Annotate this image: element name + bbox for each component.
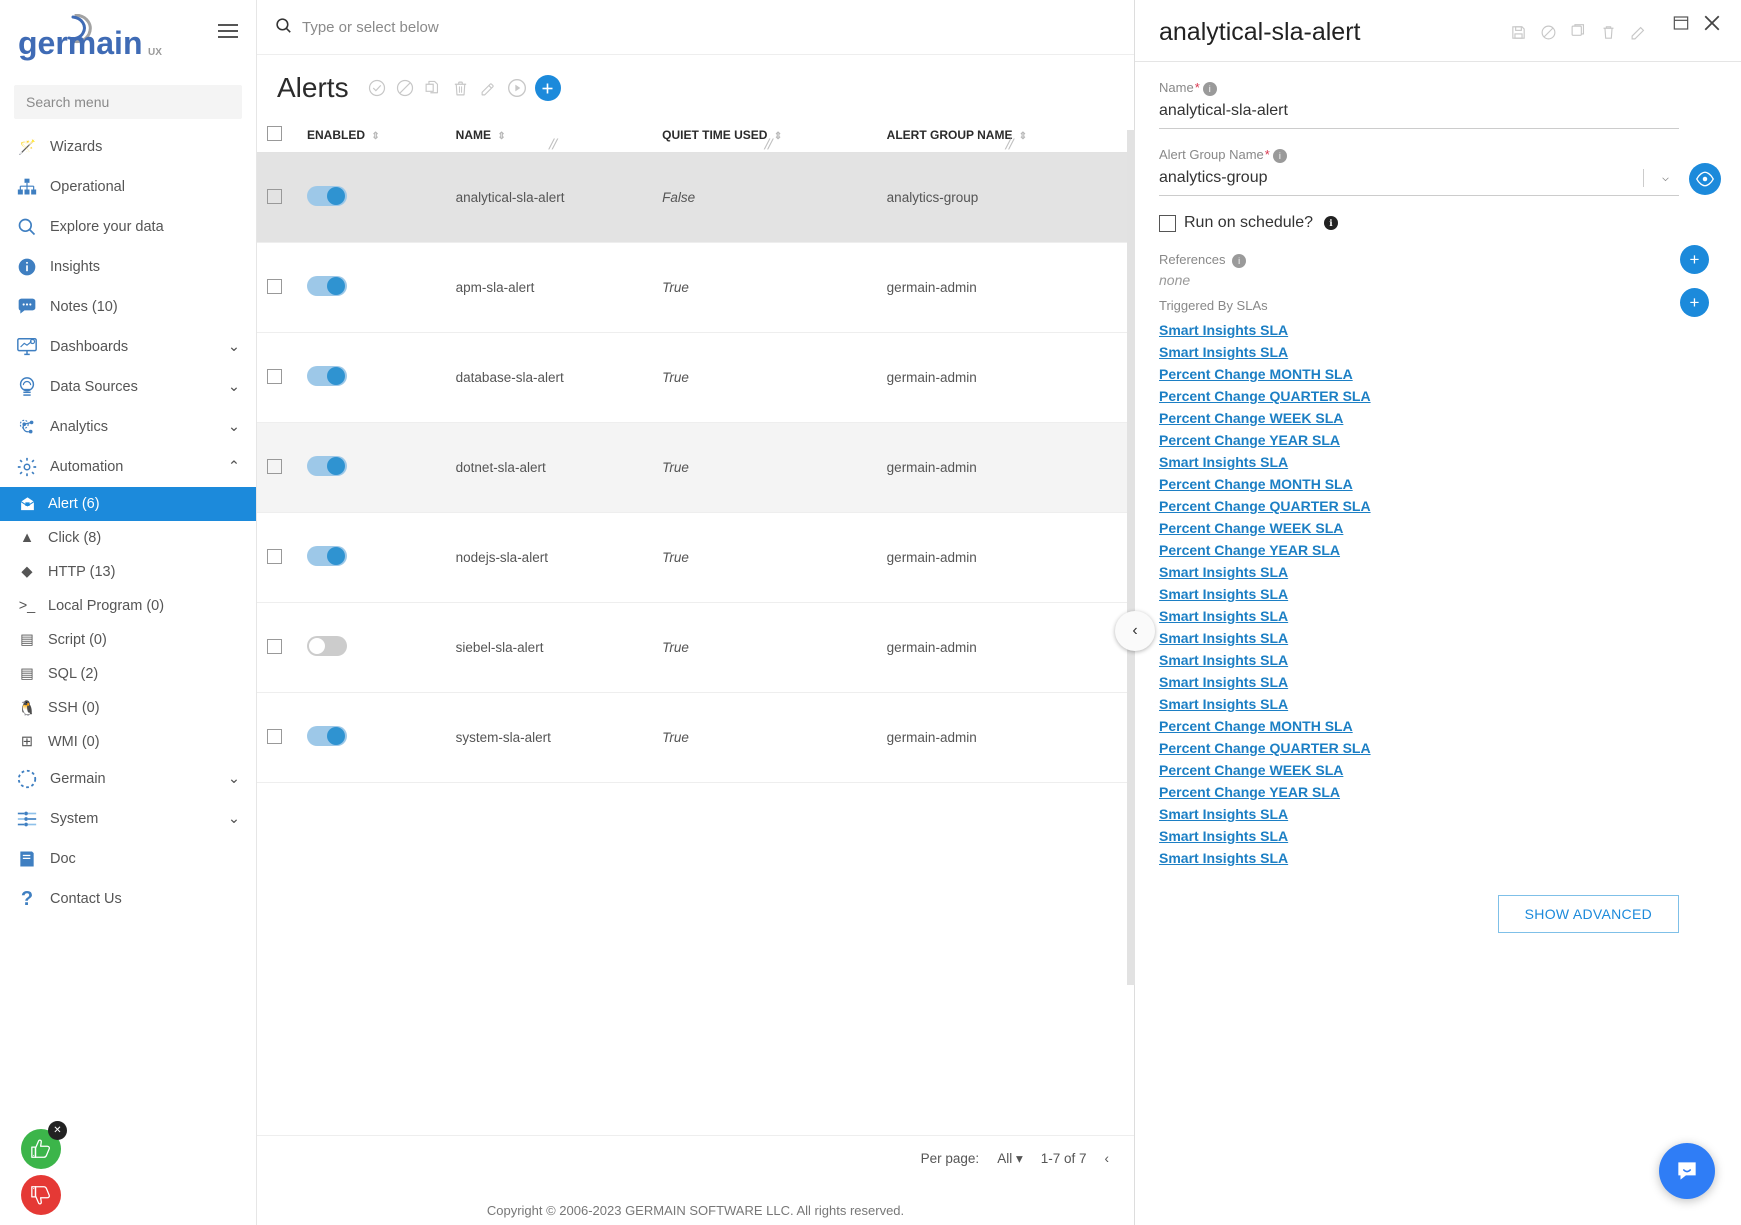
svg-text:UX: UX [148, 47, 162, 58]
svg-text:germain: germain [18, 25, 142, 61]
